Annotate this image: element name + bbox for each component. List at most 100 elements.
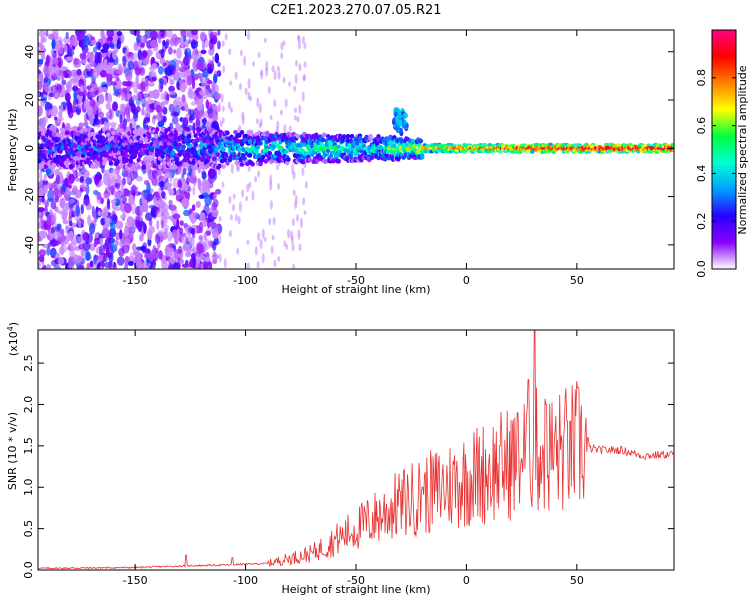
heatmap-cell <box>119 214 126 219</box>
heatmap-cell <box>146 229 153 241</box>
heatmap-cell <box>255 118 259 125</box>
heatmap-cell <box>94 90 99 96</box>
heatmap-cell <box>243 55 247 66</box>
heatmap-cell <box>40 98 45 107</box>
heatmap-cell <box>45 168 52 175</box>
heatmap-cell <box>59 104 64 111</box>
heatmap-cell <box>197 262 202 269</box>
heatmap-cell <box>116 30 123 37</box>
heatmap-cell <box>55 174 61 185</box>
heatmap-cell <box>183 55 190 66</box>
heatmap-cell <box>199 256 207 261</box>
heatmap-cell <box>139 52 147 61</box>
heatmap-cell <box>103 157 108 163</box>
heatmap-cell <box>125 70 133 82</box>
heatmap-cell <box>38 170 43 182</box>
heatmap-cell <box>234 155 239 161</box>
heatmap-cell <box>453 146 456 150</box>
heatmap-cell <box>137 59 143 66</box>
heatmap-cell <box>233 129 238 135</box>
heatmap-cell <box>122 177 126 186</box>
heatmap-cell <box>83 127 88 133</box>
heatmap-cell <box>174 168 180 175</box>
heatmap-cell <box>169 256 176 265</box>
heatmap-cell <box>121 244 130 254</box>
heatmap-cell <box>220 93 224 104</box>
heatmap-cell <box>311 150 316 155</box>
spectrogram-cells <box>38 30 674 269</box>
heatmap-cell <box>103 58 108 70</box>
heatmap-cell <box>211 81 216 92</box>
heatmap-cell <box>179 36 184 47</box>
heatmap-cell <box>261 253 265 264</box>
heatmap-cell <box>46 213 52 226</box>
heatmap-cell <box>94 163 99 169</box>
heatmap-cell <box>38 261 42 269</box>
heatmap-cell <box>38 80 43 91</box>
heatmap-cell <box>114 191 122 200</box>
heatmap-cell <box>145 212 153 221</box>
heatmap-cell <box>140 42 145 48</box>
heatmap-cell <box>227 101 231 110</box>
heatmap-cell <box>160 134 165 140</box>
heatmap-cell <box>201 40 206 51</box>
heatmap-cell <box>38 207 45 213</box>
heatmap-cell <box>438 146 441 150</box>
x-tick-label: 0 <box>463 274 470 287</box>
heatmap-cell <box>254 176 258 183</box>
heatmap-cell <box>163 99 169 105</box>
heatmap-cell <box>48 108 54 116</box>
heatmap-cell <box>204 261 212 269</box>
heatmap-cell <box>42 184 48 194</box>
heatmap-cell <box>139 205 147 213</box>
heatmap-cell <box>106 179 112 191</box>
heatmap-cell <box>50 200 57 210</box>
heatmap-cell <box>97 210 102 217</box>
heatmap-cell <box>62 104 66 110</box>
heatmap-cell <box>487 142 493 147</box>
heatmap-cell <box>112 101 118 112</box>
heatmap-cell <box>302 155 307 161</box>
heatmap-cell <box>77 219 82 229</box>
heatmap-cell <box>294 73 298 84</box>
heatmap-cell <box>98 138 103 143</box>
heatmap-cell <box>178 180 183 189</box>
heatmap-cell <box>172 177 180 189</box>
heatmap-cell <box>209 222 217 227</box>
colorbar-tick-label: 0.6 <box>695 117 708 135</box>
heatmap-cell <box>57 118 62 124</box>
heatmap-cell <box>109 43 115 49</box>
heatmap-cell <box>302 75 306 82</box>
heatmap-cell <box>68 230 74 242</box>
heatmap-cell <box>49 142 54 147</box>
heatmap-cell <box>180 30 186 38</box>
heatmap-cell <box>239 130 245 135</box>
heatmap-cell <box>38 69 42 75</box>
heatmap-cell <box>98 111 105 119</box>
heatmap-cell <box>282 76 286 84</box>
heatmap-cell <box>291 242 295 252</box>
colorbar-gradient <box>711 29 737 270</box>
heatmap-cell <box>151 169 158 179</box>
x-tick-label: -100 <box>233 574 258 587</box>
heatmap-cell <box>135 215 143 225</box>
heatmap-cell <box>283 240 287 247</box>
heatmap-cell <box>100 48 108 54</box>
heatmap-cell <box>134 66 141 76</box>
snr-xlabel: Height of straight line (km) <box>281 583 430 596</box>
heatmap-cell <box>124 221 130 227</box>
heatmap-cell <box>107 252 113 259</box>
heatmap-cell <box>189 109 195 118</box>
heatmap-cell <box>121 95 126 101</box>
heatmap-cell <box>261 228 265 239</box>
heatmap-cell <box>146 195 151 203</box>
heatmap-cell <box>145 77 149 87</box>
heatmap-cell <box>81 179 88 192</box>
heatmap-cell <box>62 182 66 193</box>
y-tick-label: 2.5 <box>22 354 35 372</box>
heatmap-cell <box>212 113 218 122</box>
heatmap-cell <box>661 146 664 150</box>
heatmap-cell <box>50 259 57 267</box>
heatmap-cell <box>197 243 204 254</box>
heatmap-cell <box>217 61 221 67</box>
